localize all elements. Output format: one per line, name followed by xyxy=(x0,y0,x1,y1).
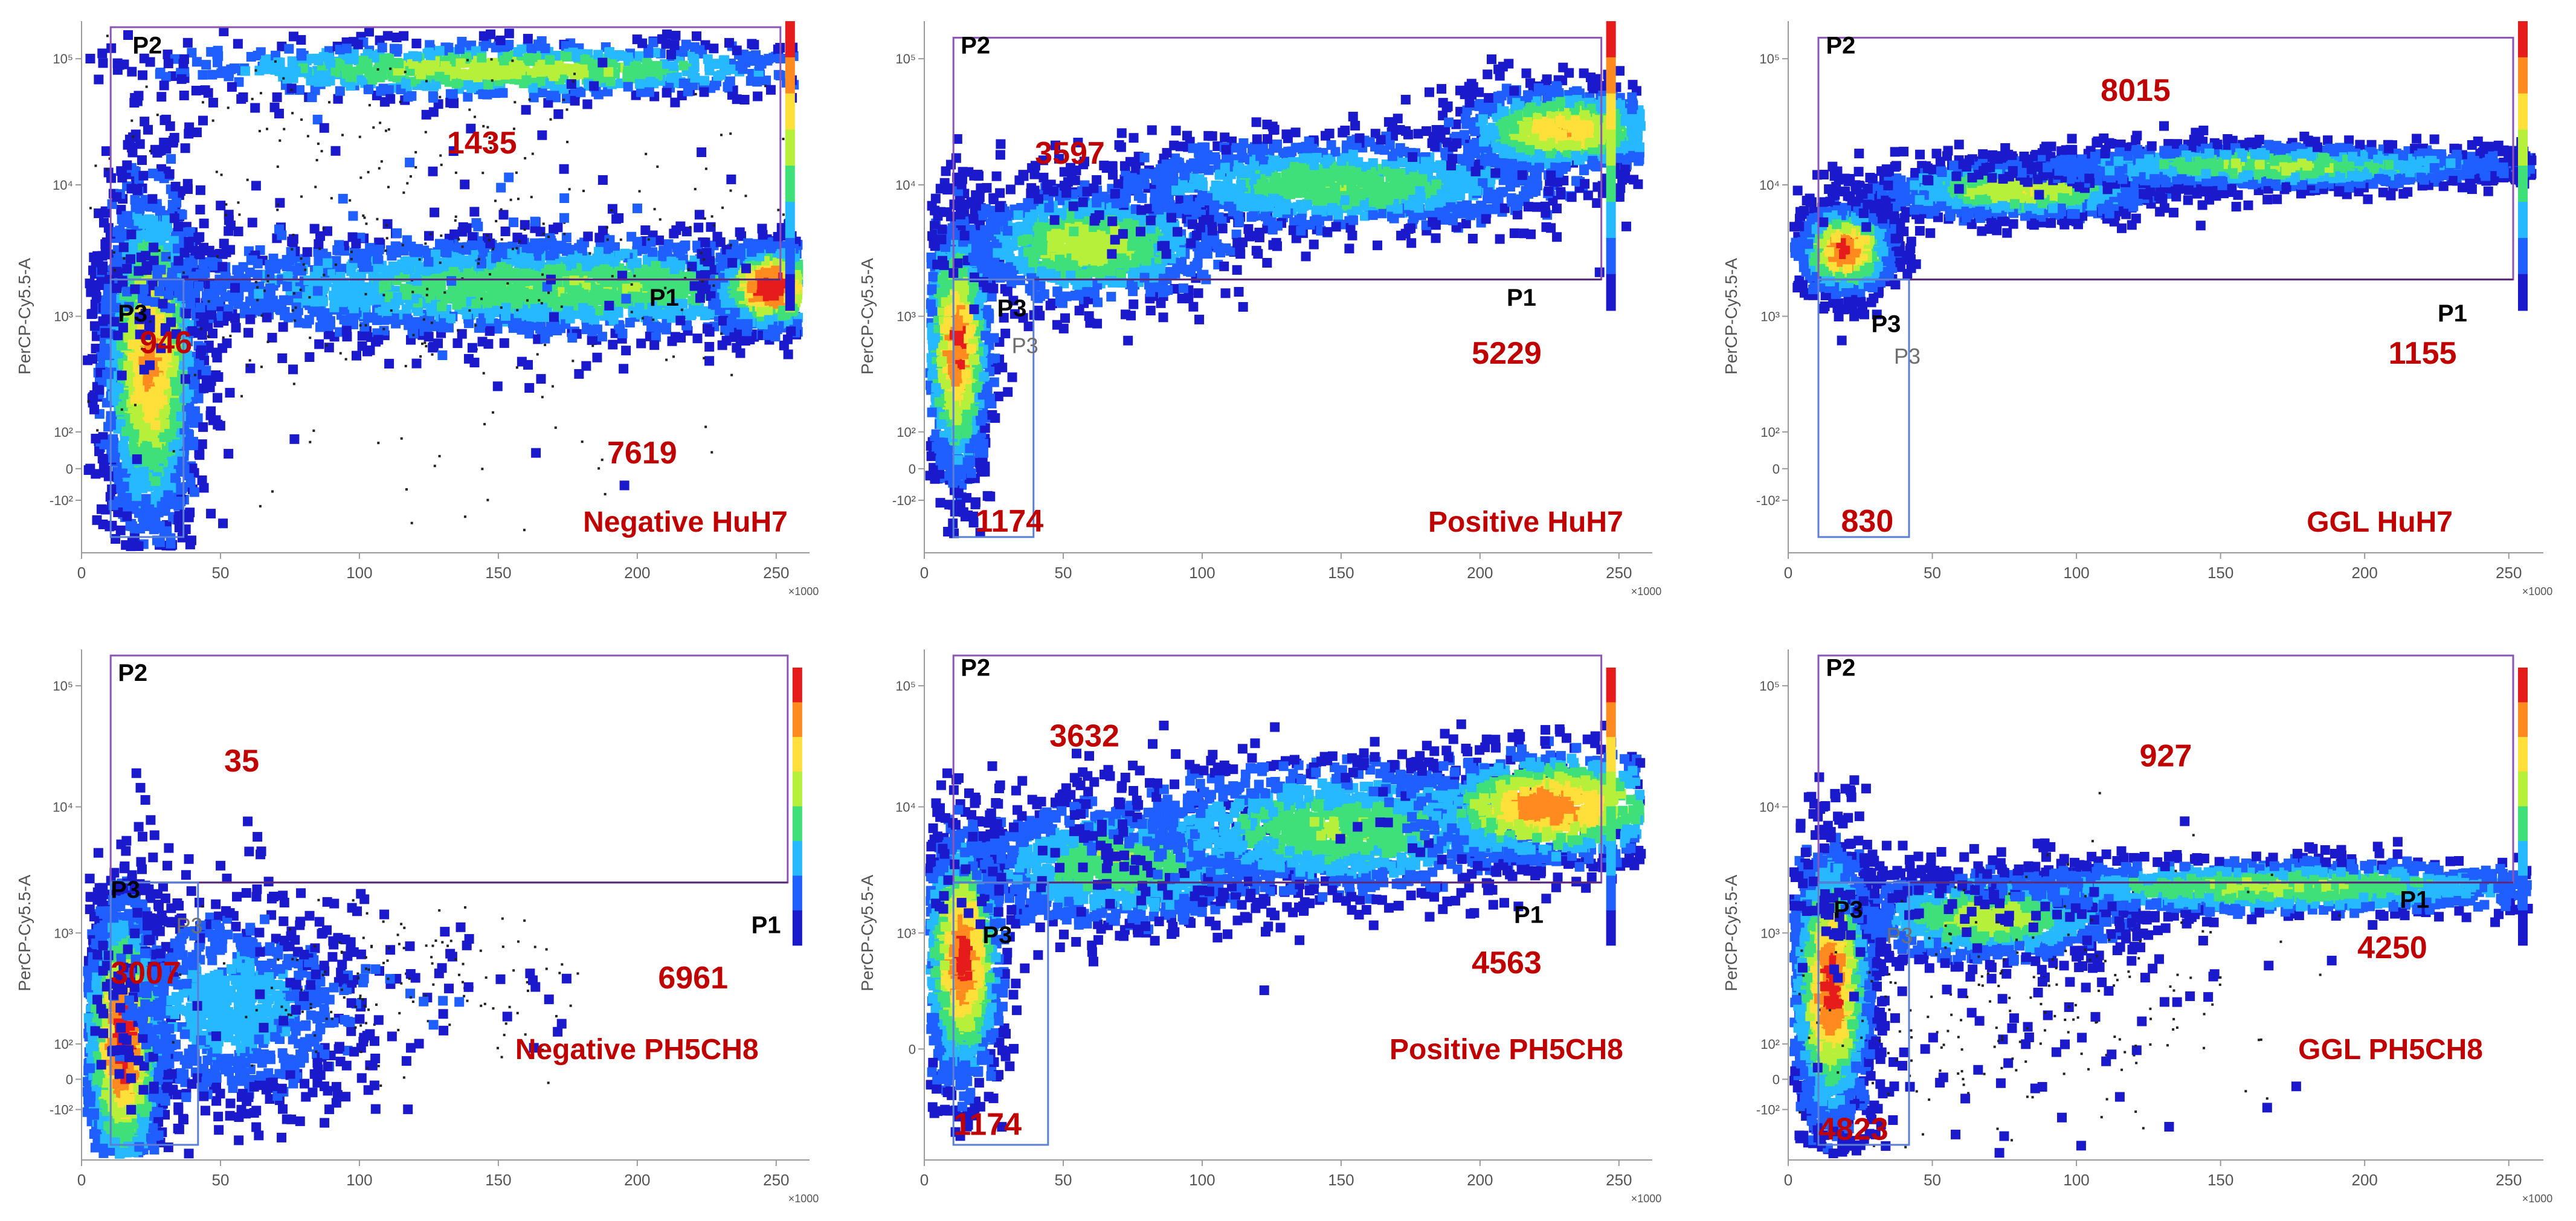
density-cell xyxy=(224,449,233,459)
y-tick-label: 10⁴ xyxy=(53,178,73,193)
density-cell xyxy=(186,478,196,488)
x-tick-label: 150 xyxy=(485,564,511,582)
density-cell xyxy=(143,125,153,135)
density-cell xyxy=(94,208,103,218)
density-cell xyxy=(140,117,149,126)
y-tick-label: 10⁵ xyxy=(53,51,73,66)
flow-cytometry-figure: 0 50 100 150 200 250 ×1000 10⁵ 10⁴ 10³ 10² 0 -10² Per… xyxy=(0,0,2576,1221)
density-cell xyxy=(212,353,222,362)
x-tick-label: 250 xyxy=(763,564,789,582)
x-tick-label: 200 xyxy=(624,564,650,582)
density-cell xyxy=(190,488,199,497)
density-cell xyxy=(206,509,216,518)
density-cell xyxy=(156,92,166,101)
panel-top-left: 0 50 100 150 200 250 ×1000 10⁵ 10⁴ 10³ 10² 0 -10² Per… xyxy=(15,21,819,598)
density-cell xyxy=(168,200,178,210)
y-tick-label: 0 xyxy=(66,462,73,477)
density-cell xyxy=(181,143,190,153)
density-cell xyxy=(117,173,127,182)
y-axis-label: PerCP-Cy5.5-A xyxy=(15,258,34,375)
y-tick-label: 10² xyxy=(54,425,73,440)
density-cell xyxy=(104,223,114,233)
x-tick-label: 0 xyxy=(77,564,86,582)
x-tick-label: 50 xyxy=(212,564,230,582)
y-tick-label: -10² xyxy=(50,493,73,508)
density-cell xyxy=(89,405,99,414)
density-cell xyxy=(218,518,228,528)
x-tick-label: 100 xyxy=(346,564,372,582)
density-cell xyxy=(213,393,222,402)
panels-layer: 0 50 100 150 200 250 ×1000 10⁵ 10⁴ 10³ 10² 0 -10² Per… xyxy=(15,21,2552,1205)
density-cell xyxy=(91,344,101,353)
density-cell xyxy=(198,439,207,449)
density-cell xyxy=(101,146,111,156)
density-cells xyxy=(83,27,803,551)
density-cell xyxy=(170,133,179,143)
density-cell xyxy=(137,155,147,165)
y-tick-label: 10³ xyxy=(54,309,73,324)
density-cell xyxy=(97,504,106,514)
x-multiplier-label: ×1000 xyxy=(788,585,819,598)
